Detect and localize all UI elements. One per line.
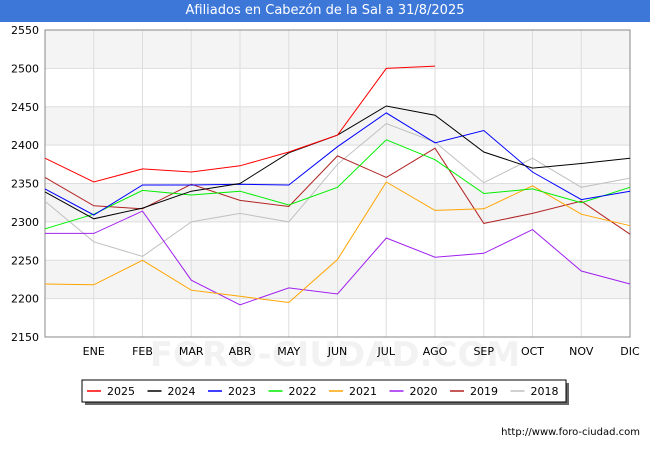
legend-label: 2019 xyxy=(470,385,498,398)
y-tick-label: 2300 xyxy=(11,216,39,229)
series-line-2019 xyxy=(44,147,631,235)
series-line-2020 xyxy=(45,210,631,306)
series-line-2021 xyxy=(44,181,631,304)
x-tick-label: NOV xyxy=(569,345,594,358)
legend-label: 2021 xyxy=(349,385,377,398)
x-tick-label: AGO xyxy=(423,345,448,358)
series-line-2023 xyxy=(44,112,631,216)
x-tick-label: SEP xyxy=(473,345,494,358)
x-tick-label: MAY xyxy=(277,345,300,358)
y-axis-ticks: 2150 2200 2250 2300 2350 2400 2450 2500 2550 xyxy=(11,24,39,344)
x-tick-label: OCT xyxy=(521,345,544,358)
legend-label: 2025 xyxy=(107,385,135,398)
grid xyxy=(44,29,631,338)
legend-label: 2020 xyxy=(410,385,438,398)
watermark: FORO-CIUDAD.COM xyxy=(150,335,521,375)
x-tick-label: JUN xyxy=(327,345,348,358)
x-tick-label: ABR xyxy=(229,345,252,358)
x-tick-label: MAR xyxy=(179,345,204,358)
legend-box xyxy=(81,379,567,403)
x-axis-ticks: ENE FEB MAR ABR MAY JUN JUL AGO SEP OCT NOV DIC xyxy=(83,345,640,358)
y-tick-label: 2150 xyxy=(11,331,39,344)
legend-label: 2023 xyxy=(228,385,256,398)
plot-frame xyxy=(44,29,631,338)
y-tick-label: 2450 xyxy=(11,101,39,114)
x-tick-label: ENE xyxy=(83,345,105,358)
x-tick-label: JUL xyxy=(377,345,396,358)
legend: 2025 2024 2023 2022 2021 2020 2019 2018 xyxy=(81,379,569,405)
chart-title: Afiliados en Cabezón de la Sal a 31/8/20… xyxy=(0,0,650,22)
y-tick-label: 2550 xyxy=(11,24,39,37)
legend-label: 2024 xyxy=(168,385,196,398)
x-tick-label: DIC xyxy=(620,345,640,358)
series-line-2018 xyxy=(44,123,631,257)
y-tick-label: 2250 xyxy=(11,254,39,267)
series-lines xyxy=(44,65,631,306)
y-tick-label: 2350 xyxy=(11,178,39,191)
y-tick-label: 2500 xyxy=(11,62,39,75)
y-tick-label: 2400 xyxy=(11,139,39,152)
y-tick-label: 2200 xyxy=(11,293,39,306)
series-line-2022 xyxy=(44,139,631,230)
legend-label: 2022 xyxy=(289,385,317,398)
series-line-2025 xyxy=(44,65,436,183)
footer-url: http://www.foro-ciudad.com xyxy=(501,427,640,438)
x-tick-label: FEB xyxy=(132,345,153,358)
legend-label: 2018 xyxy=(531,385,559,398)
